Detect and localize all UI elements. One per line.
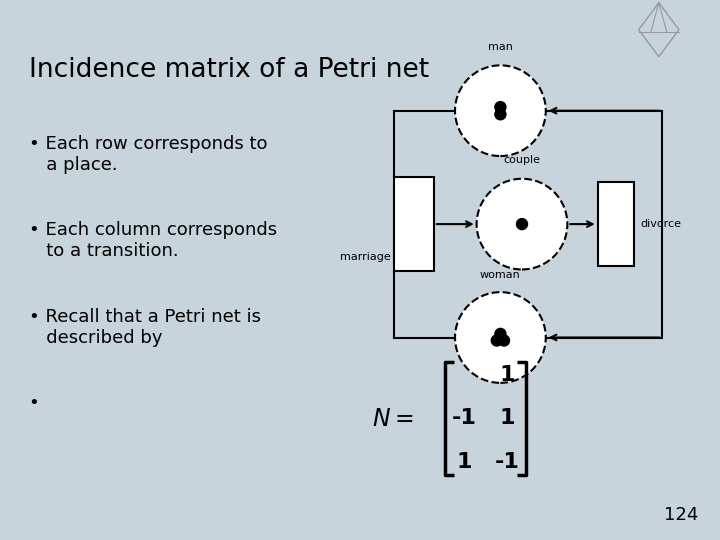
Ellipse shape — [477, 179, 567, 269]
Text: -1: -1 — [452, 408, 477, 429]
Text: woman: woman — [480, 270, 521, 280]
Text: 1: 1 — [500, 365, 516, 386]
Text: • Recall that a Petri net is
   described by: • Recall that a Petri net is described b… — [29, 308, 261, 347]
Text: 1: 1 — [456, 451, 472, 472]
Circle shape — [495, 102, 506, 113]
Text: divorce: divorce — [641, 219, 682, 229]
Circle shape — [498, 335, 510, 346]
Text: •: • — [29, 394, 45, 412]
Circle shape — [495, 109, 506, 120]
Text: • Each row corresponds to
   a place.: • Each row corresponds to a place. — [29, 135, 267, 174]
Text: 1: 1 — [500, 408, 516, 429]
Bar — [395, 177, 433, 271]
Ellipse shape — [455, 292, 546, 383]
Text: man: man — [488, 42, 513, 52]
Text: 124: 124 — [664, 506, 698, 524]
Circle shape — [516, 219, 528, 230]
Circle shape — [495, 328, 506, 340]
Text: marriage: marriage — [340, 252, 390, 261]
Text: Incidence matrix of a Petri net: Incidence matrix of a Petri net — [29, 57, 429, 83]
Text: $N=$: $N=$ — [372, 407, 414, 430]
Text: • Each column corresponds
   to a transition.: • Each column corresponds to a transitio… — [29, 221, 277, 260]
Bar — [598, 183, 634, 266]
Text: couple: couple — [503, 155, 541, 165]
Circle shape — [491, 335, 503, 346]
Ellipse shape — [455, 65, 546, 156]
Text: -1: -1 — [495, 451, 520, 472]
